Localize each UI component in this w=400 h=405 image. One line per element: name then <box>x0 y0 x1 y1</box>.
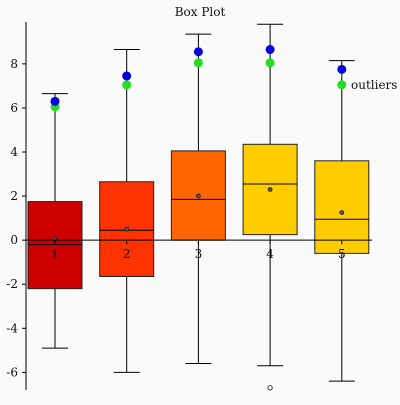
x-tick-label: 4 <box>266 247 274 261</box>
legend-outliers-label: outliers <box>351 78 397 92</box>
y-tick-label: 0 <box>10 233 18 247</box>
box-1 <box>27 201 83 290</box>
blue-marker <box>50 96 60 106</box>
mean-marker <box>267 187 273 192</box>
y-tick-label: -4 <box>6 321 18 335</box>
green-marker <box>265 58 275 68</box>
mean-marker <box>195 193 201 199</box>
green-marker <box>122 80 132 90</box>
y-tick-label: 2 <box>10 189 18 203</box>
blue-marker <box>265 45 275 55</box>
y-tick-label: 4 <box>10 145 18 159</box>
x-tick-label: 5 <box>338 247 346 261</box>
green-marker <box>337 80 347 90</box>
mean-marker <box>339 210 345 216</box>
outlier-point <box>267 385 273 391</box>
mean-marker <box>124 226 130 232</box>
blue-marker <box>193 47 203 57</box>
y-tick-label: 8 <box>10 57 18 71</box>
chart-title: Box Plot <box>175 5 226 19</box>
green-marker <box>193 58 203 68</box>
y-tick-label: -6 <box>6 365 18 379</box>
x-tick-label: 2 <box>123 247 131 261</box>
blue-marker <box>122 71 132 81</box>
y-tick-label: 6 <box>10 101 18 115</box>
blue-marker <box>337 64 347 74</box>
box-5 <box>314 160 370 254</box>
x-tick-label: 3 <box>195 247 203 261</box>
x-tick-label: 1 <box>51 247 59 261</box>
y-tick-label: -2 <box>6 277 18 291</box>
